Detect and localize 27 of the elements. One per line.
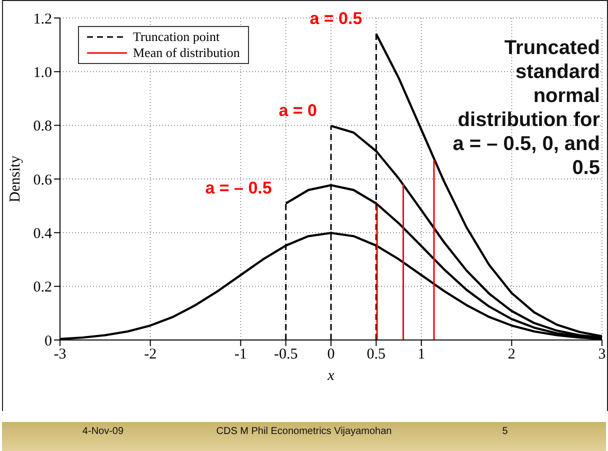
text: 4-Nov-09 (81, 425, 125, 437)
x-tick-label: 3 (598, 346, 606, 363)
text: CDS M Phil Econometrics Vijayamohan (215, 425, 393, 437)
x-tick-label: -1 (234, 346, 247, 363)
x-tick-label: 0 (327, 346, 335, 363)
x-tick-label: 0.5 (366, 346, 386, 363)
y-tick-label: 0.8 (33, 118, 52, 135)
y-axis-title: Density (7, 155, 24, 202)
x-tick-label: -2 (144, 346, 157, 363)
legend-label: Truncation point (133, 29, 220, 45)
y-tick-label: 0.2 (33, 280, 52, 296)
x-tick-label: -3 (54, 346, 66, 363)
y-tick-label: 1.0 (33, 64, 52, 81)
y-tick-label: 1.2 (33, 11, 52, 28)
annotation: a = 0.5 (310, 8, 362, 28)
y-tick-label: 0 (44, 333, 52, 350)
y-tick-label: 0.6 (33, 172, 52, 188)
text: 5 (501, 425, 509, 437)
y-tick-label: 0.4 (33, 226, 52, 242)
x-axis-title: x (326, 368, 335, 384)
x-tick-label: -0.5 (274, 346, 298, 363)
x-tick-label: 1 (418, 346, 426, 363)
annotation: a = – 0.5 (205, 178, 272, 198)
annotation: a = 0 (278, 100, 317, 120)
legend-label: Mean of distribution (133, 45, 240, 61)
text: Truncated standard normal distribution for a = – 0.5, 0, and 0.5 (452, 36, 600, 180)
x-tick-label: 2 (508, 346, 516, 363)
